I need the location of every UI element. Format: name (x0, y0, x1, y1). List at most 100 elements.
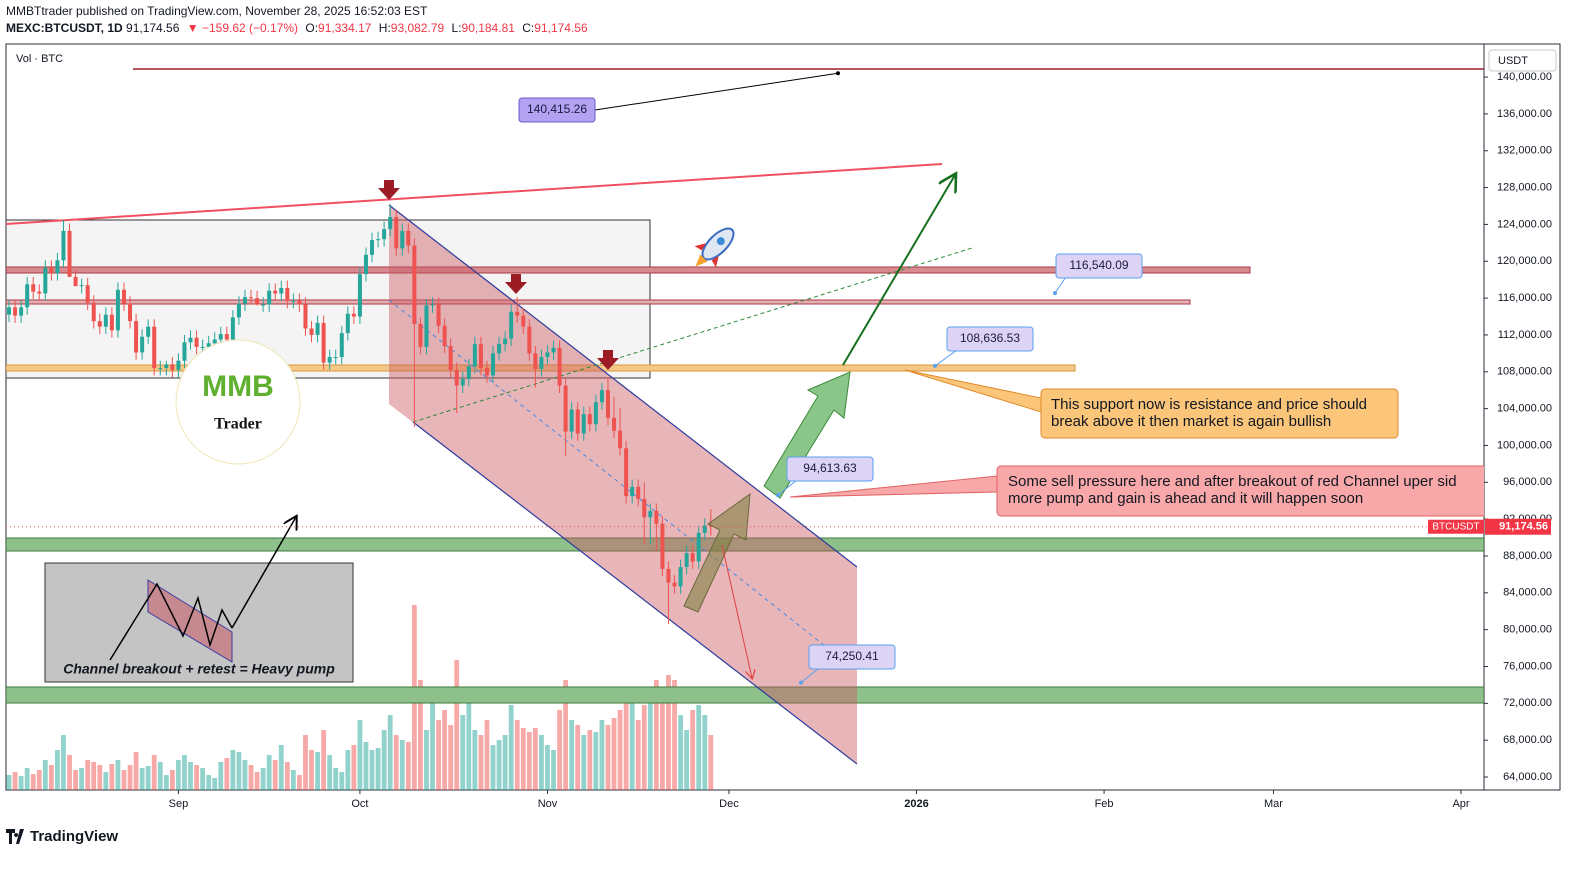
volume-bar (393, 735, 399, 790)
volume-bar (194, 765, 199, 790)
volume-bar (182, 755, 187, 790)
volume-bar (702, 715, 708, 790)
volume-bar (629, 690, 635, 790)
y-tick-label: 64,000.00 (1503, 771, 1552, 783)
volume-bar (563, 680, 569, 790)
candle-body (497, 344, 502, 354)
candle-body (636, 486, 641, 499)
price-label: 94,613.63 (803, 461, 857, 475)
candle-body (527, 326, 532, 354)
x-tick-label: Mar (1264, 798, 1283, 810)
y-tick-label: 100,000.00 (1497, 439, 1552, 451)
range-box (6, 219, 651, 379)
volume-bar (224, 758, 230, 790)
logo-mark: MMB (202, 370, 274, 403)
label-point (776, 493, 780, 498)
y-tick-label: 108,000.00 (1497, 366, 1552, 378)
volume-bar (169, 770, 175, 790)
support-zone (6, 686, 1484, 704)
volume-bar (454, 660, 460, 790)
candle-body (345, 313, 350, 334)
volume-bar (605, 725, 611, 790)
volume-bar (684, 730, 690, 790)
candle-body (176, 360, 181, 370)
candle-body (188, 337, 193, 343)
candle-body (200, 346, 205, 348)
x-tick-label: Oct (351, 798, 368, 810)
candle-body (13, 307, 18, 316)
candle-body (376, 239, 381, 241)
y-tick-label: 68,000.00 (1503, 734, 1552, 746)
candle-body (224, 334, 229, 340)
volume-bar (539, 735, 544, 790)
candle-body (182, 342, 187, 361)
candle-body (569, 409, 574, 432)
volume-bar (647, 700, 653, 790)
callout-text: more pump and gain is ahead and it will … (1008, 490, 1363, 507)
candle-body (702, 525, 707, 533)
candle-body (581, 414, 586, 434)
volume-bar (103, 772, 109, 790)
volume-bar (345, 750, 351, 790)
logo-name: Trader (214, 416, 262, 433)
candle-body (363, 254, 368, 275)
candle-body (249, 297, 254, 299)
candle-body (478, 344, 483, 369)
candle-body (212, 339, 217, 344)
label-point (1053, 291, 1057, 296)
volume-bar (587, 730, 593, 790)
candle-body (194, 337, 199, 347)
volume-bar (430, 695, 435, 790)
volume-bar (284, 762, 290, 790)
volume-bar (399, 740, 405, 790)
volume-bar (18, 776, 24, 790)
candle-body (624, 448, 629, 497)
volume-bar (351, 745, 357, 790)
currency-badge (1488, 49, 1557, 72)
price-label: 108,636.53 (960, 331, 1020, 345)
l-label: L: (451, 21, 462, 35)
volume-bar (6, 775, 12, 790)
candle-body (297, 300, 302, 305)
candle-body (61, 230, 66, 261)
pattern-note: Channel breakout + retest = Heavy pump (63, 661, 335, 677)
candle-body (37, 291, 42, 294)
volume-bar (424, 730, 429, 790)
volume-bar (200, 768, 206, 790)
volume-bar (339, 772, 345, 790)
candle-body (684, 553, 689, 568)
y-tick-label: 72,000.00 (1503, 697, 1552, 709)
volume-bar (333, 768, 339, 790)
x-tick-label: 2026 (904, 798, 928, 810)
candle-body (55, 260, 60, 274)
x-tick-label: Apr (1452, 798, 1469, 810)
symbol-badge (1428, 519, 1484, 534)
candle-body (230, 317, 235, 340)
label-box (808, 644, 896, 670)
candle-body (509, 311, 514, 339)
x-tick-label: Nov (538, 798, 558, 810)
volume-bar (109, 764, 115, 790)
label-connector (594, 72, 839, 111)
candle-body (285, 287, 290, 301)
volume-bar (260, 768, 266, 790)
label-box (786, 456, 874, 482)
volume-bar (575, 725, 581, 790)
volume-bar (206, 775, 212, 790)
volume-bar (12, 772, 18, 790)
volume-bar (369, 750, 375, 790)
candle-body (339, 333, 344, 358)
h-label: H: (378, 21, 391, 35)
volume-bar (617, 710, 623, 790)
volume-bar (297, 775, 302, 790)
candle-body (400, 230, 405, 249)
volume-bar (327, 755, 333, 790)
callout-pointer (904, 369, 1042, 413)
volume-bar (641, 705, 647, 790)
callout (996, 465, 1484, 517)
symbol-label: BTCUSDT (1432, 521, 1479, 532)
volume-bar (599, 720, 605, 790)
volume-bar (460, 715, 466, 790)
candle-body (315, 322, 320, 335)
candle-body (545, 352, 550, 358)
